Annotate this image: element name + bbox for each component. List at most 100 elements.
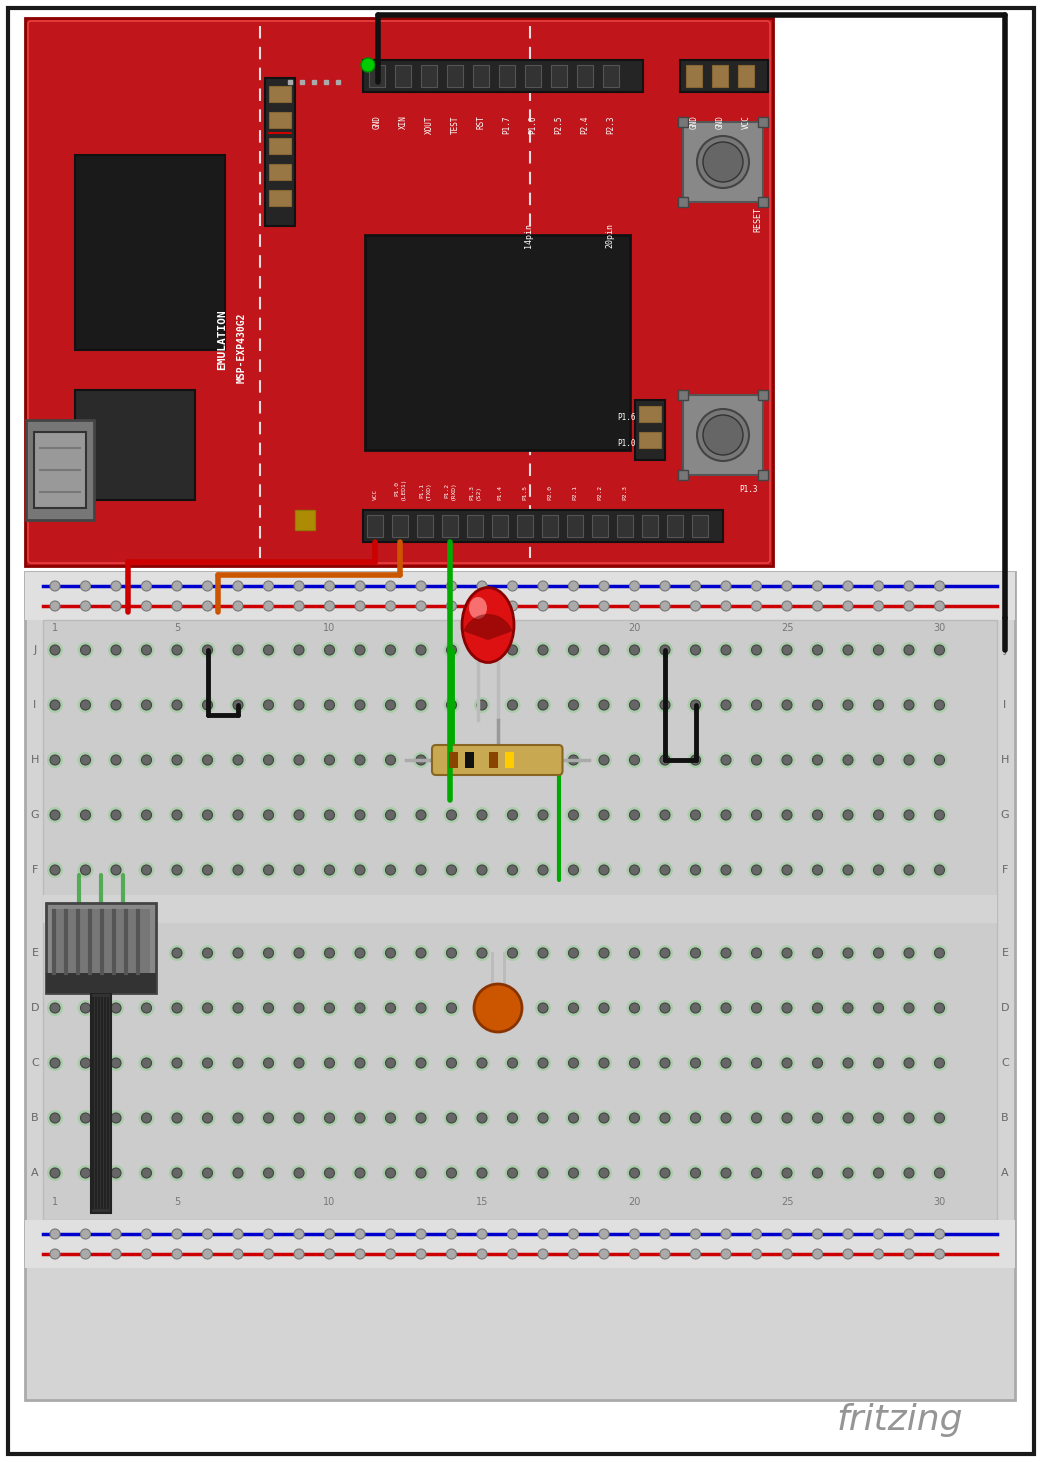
Circle shape [721,1249,731,1259]
Circle shape [169,1056,185,1072]
Circle shape [264,1058,273,1069]
Circle shape [172,1113,182,1123]
Circle shape [47,1056,63,1072]
Circle shape [111,1168,121,1178]
Circle shape [932,751,947,768]
Circle shape [50,700,60,711]
Text: J: J [1003,645,1007,655]
Circle shape [322,863,338,879]
Circle shape [629,754,640,765]
Circle shape [535,1165,551,1181]
Text: 10: 10 [323,1197,336,1208]
Circle shape [782,1249,792,1259]
Circle shape [47,1165,63,1181]
Circle shape [322,1110,338,1126]
Circle shape [873,866,884,874]
Circle shape [444,944,460,961]
Circle shape [202,947,213,958]
Text: P1.0: P1.0 [618,439,637,447]
Circle shape [199,751,216,768]
Circle shape [629,700,640,711]
Circle shape [416,947,426,958]
Circle shape [142,1113,151,1123]
Bar [46,974,155,993]
Circle shape [233,1249,243,1259]
Circle shape [813,1249,822,1259]
Circle shape [596,697,612,713]
Circle shape [779,1165,795,1181]
Circle shape [294,1230,304,1238]
Circle shape [413,642,429,658]
Circle shape [202,645,213,655]
Circle shape [507,947,518,958]
Circle shape [264,1113,273,1123]
Circle shape [172,1058,182,1069]
Circle shape [721,645,731,655]
Circle shape [77,697,94,713]
Bar [43,620,997,1219]
Circle shape [291,1056,307,1072]
Circle shape [596,863,612,879]
Circle shape [80,810,91,820]
Bar [517,515,534,537]
Circle shape [386,1113,396,1123]
Circle shape [294,1003,304,1013]
Circle shape [691,947,700,958]
Wedge shape [464,614,513,640]
Circle shape [660,754,670,765]
Circle shape [322,1165,338,1181]
Circle shape [355,601,365,611]
Circle shape [629,1003,640,1013]
Circle shape [596,642,612,658]
Circle shape [779,697,795,713]
Text: P1.5: P1.5 [522,485,527,500]
Circle shape [904,700,914,711]
Circle shape [291,944,307,961]
Circle shape [382,863,398,879]
Circle shape [658,1110,673,1126]
Bar [683,121,763,202]
Circle shape [230,751,246,768]
Circle shape [660,645,670,655]
Circle shape [932,1056,947,1072]
Circle shape [294,1113,304,1123]
Circle shape [660,601,670,611]
Circle shape [935,700,944,711]
Circle shape [416,645,426,655]
Circle shape [810,863,825,879]
Circle shape [843,601,853,611]
Circle shape [566,697,581,713]
Bar [25,18,773,566]
Circle shape [355,1168,365,1178]
Circle shape [230,807,246,823]
Circle shape [596,1165,612,1181]
Circle shape [199,1000,216,1016]
Circle shape [50,1003,60,1013]
Circle shape [199,1110,216,1126]
Circle shape [691,754,700,765]
Circle shape [569,754,578,765]
Circle shape [230,1165,246,1181]
Circle shape [77,751,94,768]
Circle shape [901,944,917,961]
Circle shape [47,807,63,823]
Bar [269,190,291,206]
Circle shape [507,1058,518,1069]
Circle shape [444,807,460,823]
Circle shape [599,866,609,874]
Text: 1: 1 [52,623,58,633]
Circle shape [566,1110,581,1126]
Circle shape [840,944,855,961]
Circle shape [718,1056,734,1072]
Circle shape [324,754,334,765]
Ellipse shape [469,596,487,618]
Circle shape [843,1003,853,1013]
Circle shape [569,700,578,711]
Circle shape [751,1058,762,1069]
Circle shape [810,1165,825,1181]
Circle shape [413,697,429,713]
Circle shape [596,1000,612,1016]
Circle shape [721,1230,731,1238]
Circle shape [416,866,426,874]
Circle shape [202,1113,213,1123]
